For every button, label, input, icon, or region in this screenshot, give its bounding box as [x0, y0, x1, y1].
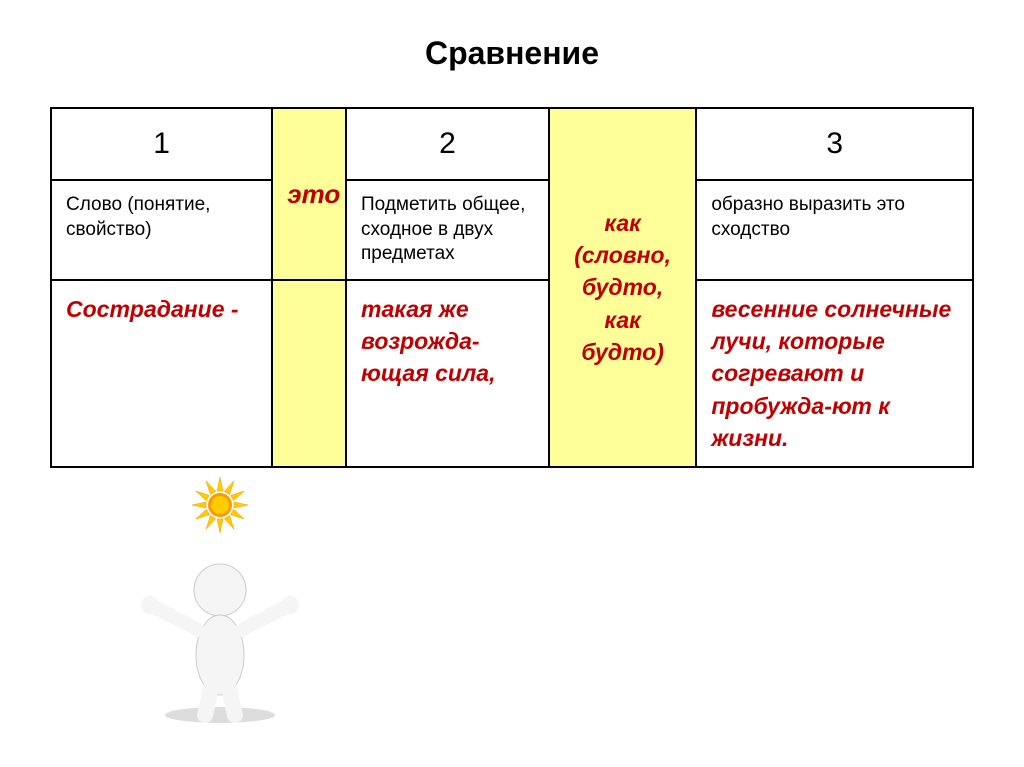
- table-row-numbers: 1 это 2 как (словно, будто, как будто) 3: [51, 108, 973, 180]
- link-word-eto: это: [272, 108, 346, 280]
- link1-lower: [272, 280, 346, 467]
- sun-icon: [190, 475, 250, 535]
- col3-number: 3: [696, 108, 973, 180]
- col2-example: такая же возрожда-ющая сила,: [346, 280, 549, 467]
- col1-number: 1: [51, 108, 272, 180]
- person-figure-icon: [140, 555, 300, 725]
- slide-title: Сравнение: [0, 0, 1024, 107]
- col1-header: Слово (понятие, свойство): [51, 180, 272, 280]
- illustration: [140, 475, 300, 725]
- col3-header: образно выразить это сходство: [696, 180, 973, 280]
- col2-header: Подметить общее, сходное в двух предмета…: [346, 180, 549, 280]
- link-word-kak: как (словно, будто, как будто): [549, 108, 697, 467]
- table-row-headers: Слово (понятие, свойство) Подметить обще…: [51, 180, 973, 280]
- col3-example: весенние солнечные лучи, которые согрева…: [696, 280, 973, 467]
- link-kak-line1: как: [604, 210, 640, 236]
- col1-example: Сострадание -: [51, 280, 272, 467]
- col2-number: 2: [346, 108, 549, 180]
- table-row-examples: Сострадание - такая же возрожда-ющая сил…: [51, 280, 973, 467]
- comparison-table-wrap: 1 это 2 как (словно, будто, как будто) 3…: [0, 107, 1024, 468]
- comparison-table: 1 это 2 как (словно, будто, как будто) 3…: [50, 107, 974, 468]
- link-kak-line2: (словно, будто, как будто): [574, 242, 671, 365]
